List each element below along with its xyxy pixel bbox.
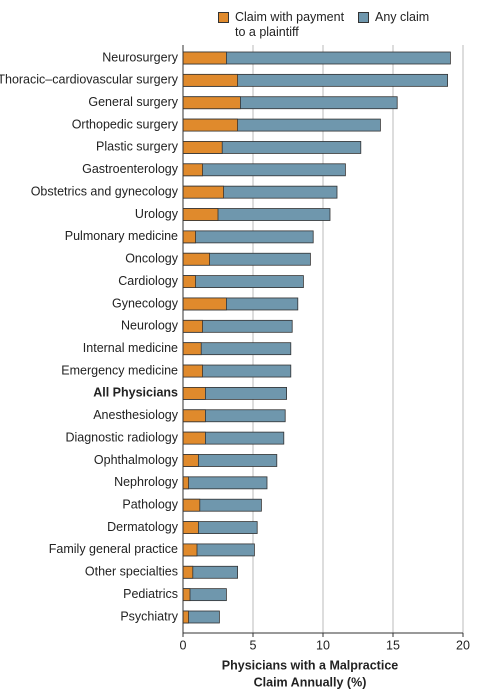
bar <box>182 73 238 87</box>
bar <box>182 319 204 333</box>
x-tick-label: 15 <box>386 638 400 652</box>
bar <box>182 476 268 490</box>
x-tick-label: 0 <box>180 638 187 652</box>
bar <box>182 96 241 110</box>
legend-swatch <box>218 12 229 23</box>
bar <box>182 185 224 199</box>
y-tick-label: Other specialties <box>85 565 178 579</box>
y-tick-label: General surgery <box>88 95 178 109</box>
bar <box>182 521 199 534</box>
bar <box>182 409 206 423</box>
legend-label: Claim with payment to a plaintiff <box>235 10 345 39</box>
bar <box>182 252 211 266</box>
y-tick-label: Dermatology <box>107 520 179 534</box>
bar <box>182 386 206 400</box>
y-tick-label: Pathology <box>122 497 178 511</box>
bar <box>182 476 189 490</box>
bar <box>182 141 223 154</box>
y-tick-label: Diagnostic radiology <box>65 430 178 444</box>
x-axis-title: Claim Annually (%) <box>254 675 367 689</box>
x-tick-label: 20 <box>456 638 470 652</box>
y-tick-label: Neurosurgery <box>102 50 178 64</box>
y-tick-label: Nephrology <box>114 475 179 489</box>
legend-swatch <box>358 12 369 23</box>
y-tick-label: Anesthesiology <box>93 408 179 422</box>
bar <box>182 498 201 512</box>
bar <box>182 275 196 289</box>
bar <box>182 565 194 579</box>
y-tick-label: Orthopedic surgery <box>72 117 179 131</box>
bar <box>182 342 202 356</box>
y-tick-label: Ophthalmology <box>94 453 179 467</box>
bar <box>182 454 199 467</box>
legend-label: Any claim <box>375 10 430 24</box>
x-tick-label: 5 <box>250 638 257 652</box>
bar <box>182 163 204 177</box>
bar <box>182 230 196 244</box>
bar <box>182 230 314 244</box>
bar <box>182 118 238 132</box>
bar <box>182 297 227 311</box>
y-tick-label: Urology <box>135 207 179 221</box>
y-tick-label: Psychiatry <box>120 609 178 623</box>
y-tick-label: Pediatrics <box>123 587 178 601</box>
bar <box>182 275 304 289</box>
y-tick-label: Cardiology <box>118 274 179 288</box>
bar <box>182 431 206 445</box>
bar <box>182 588 191 602</box>
bar <box>182 208 219 221</box>
y-tick-label: All Physicians <box>93 386 178 400</box>
y-tick-label: Obstetrics and gynecology <box>31 184 179 198</box>
bar <box>182 364 204 378</box>
y-tick-label: Internal medicine <box>83 341 178 355</box>
y-tick-label: Gastroenterology <box>82 162 179 176</box>
x-axis-title: Physicians with a Malpractice <box>222 658 399 672</box>
bar <box>182 163 346 177</box>
y-tick-label: Gynecology <box>112 296 179 310</box>
y-tick-label: Thoracic–cardiovascular surgery <box>0 73 179 87</box>
bar <box>182 610 189 624</box>
y-tick-label: Pulmonary medicine <box>65 229 178 243</box>
bar <box>182 51 227 65</box>
y-tick-label: Plastic surgery <box>96 140 179 154</box>
y-tick-label: Neurology <box>121 319 179 333</box>
y-tick-label: Oncology <box>125 252 179 266</box>
bar <box>182 543 198 557</box>
y-tick-label: Family general practice <box>49 542 178 556</box>
x-tick-label: 10 <box>316 638 330 652</box>
y-tick-label: Emergency medicine <box>61 363 178 377</box>
